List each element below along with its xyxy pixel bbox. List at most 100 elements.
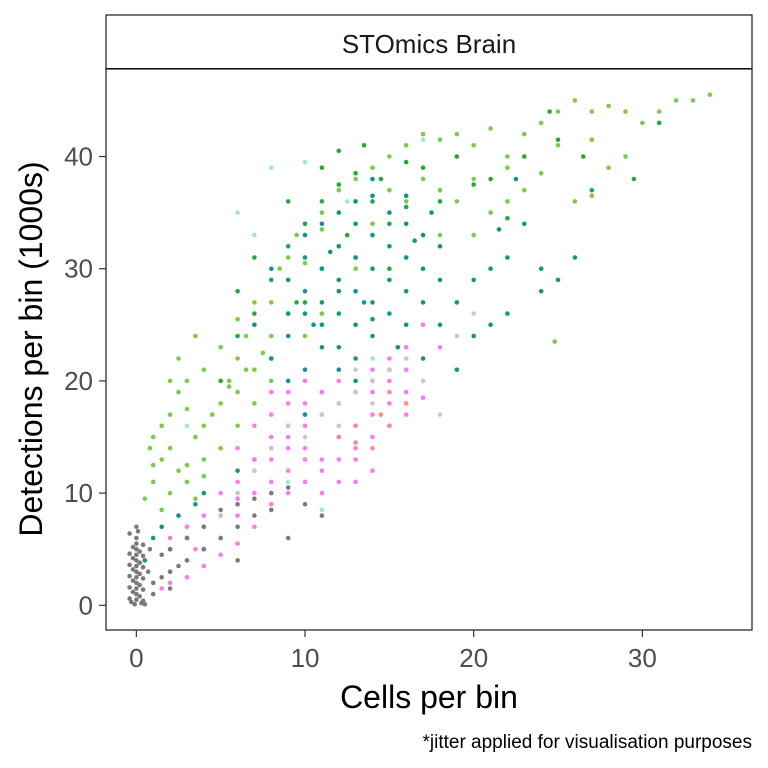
data-point	[353, 445, 358, 451]
data-point	[302, 434, 308, 440]
data-point	[285, 244, 291, 249]
data-point	[353, 288, 358, 294]
data-point	[285, 479, 291, 485]
data-point	[488, 266, 493, 272]
data-point	[437, 187, 443, 193]
data-point	[353, 322, 358, 328]
data-point	[159, 457, 164, 462]
data-point	[319, 513, 325, 518]
data-point	[420, 300, 426, 305]
data-point	[328, 249, 333, 255]
y-axis: 0 10 20 30 40	[64, 142, 106, 620]
data-point	[395, 345, 401, 350]
data-point	[167, 378, 173, 384]
data-point	[420, 165, 426, 170]
data-point	[387, 266, 392, 272]
data-point	[252, 496, 257, 502]
data-point	[285, 445, 291, 451]
data-point	[201, 490, 207, 496]
data-point	[387, 277, 392, 283]
data-point	[167, 490, 173, 496]
x-tick-label: 0	[129, 643, 143, 673]
data-point	[159, 586, 164, 591]
data-point	[336, 210, 342, 215]
data-point	[235, 316, 240, 322]
data-point	[353, 255, 358, 260]
data-point	[132, 601, 137, 607]
data-point	[353, 171, 358, 176]
data-point	[130, 567, 136, 572]
series-5	[184, 137, 426, 513]
data-point	[319, 165, 325, 170]
data-point	[353, 356, 358, 361]
data-point	[471, 143, 477, 148]
y-tick-label: 10	[64, 478, 93, 508]
data-point	[243, 333, 249, 339]
series-7	[127, 485, 325, 607]
data-point	[201, 423, 207, 429]
data-point	[184, 406, 190, 412]
data-point	[137, 549, 142, 554]
data-point	[184, 524, 190, 530]
data-point	[319, 507, 325, 513]
data-point	[150, 434, 156, 440]
data-point	[471, 176, 477, 182]
data-point	[370, 266, 375, 272]
data-point	[201, 474, 207, 479]
data-point	[252, 232, 257, 238]
data-point	[184, 535, 190, 541]
data-point	[127, 562, 132, 568]
data-point	[302, 333, 308, 339]
data-point	[336, 378, 342, 384]
data-point	[403, 193, 409, 199]
data-point	[193, 333, 198, 339]
data-point	[159, 524, 164, 530]
data-point	[150, 535, 156, 541]
data-point	[167, 580, 173, 586]
chart-title: STOmics Brain	[342, 29, 516, 59]
data-point	[134, 591, 139, 597]
data-point	[184, 423, 190, 429]
data-point	[226, 378, 232, 384]
y-axis-title: Detections per bin (1000s)	[13, 161, 49, 536]
data-point	[387, 154, 392, 159]
data-point	[269, 277, 274, 283]
data-point	[370, 221, 375, 227]
data-point	[319, 300, 325, 305]
data-point	[193, 496, 198, 502]
data-point	[285, 434, 291, 440]
data-point	[134, 524, 139, 530]
data-point	[403, 159, 409, 165]
data-point	[184, 575, 190, 580]
data-point	[269, 356, 274, 361]
data-point	[285, 490, 291, 496]
data-point	[505, 154, 510, 159]
data-point	[336, 401, 342, 406]
data-point	[353, 423, 358, 429]
data-point	[252, 468, 257, 474]
data-point	[235, 558, 240, 563]
data-point	[137, 560, 142, 565]
data-point	[336, 479, 342, 485]
data-point	[370, 232, 375, 238]
data-point	[302, 221, 308, 227]
data-point	[471, 333, 477, 339]
data-point	[235, 210, 240, 215]
data-point	[218, 552, 223, 558]
data-point	[159, 423, 164, 429]
data-point	[269, 266, 274, 272]
data-point	[420, 378, 426, 384]
data-point	[235, 502, 240, 507]
data-point	[130, 589, 136, 595]
data-point	[437, 345, 443, 350]
data-point	[319, 227, 325, 232]
data-point	[623, 109, 628, 114]
data-point	[235, 333, 240, 339]
data-point	[552, 339, 557, 344]
data-point	[454, 154, 460, 159]
data-point	[302, 367, 308, 373]
data-point	[269, 389, 274, 395]
data-point	[235, 541, 240, 546]
x-tick-label: 10	[291, 643, 320, 673]
data-point	[269, 378, 274, 384]
